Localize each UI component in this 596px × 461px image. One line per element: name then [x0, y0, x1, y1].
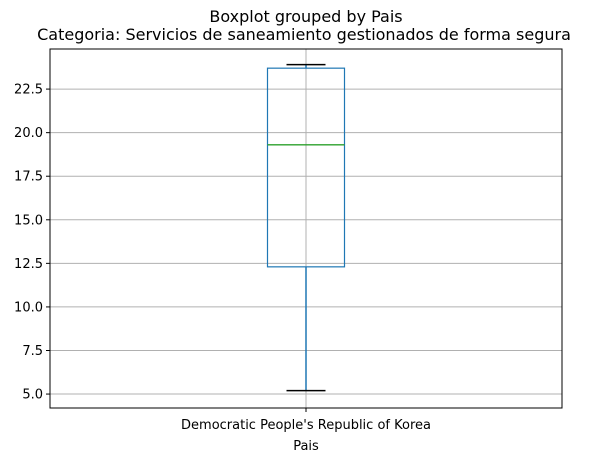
y-tick-layer: 5.0 7.5 10.0 12.5 15.0 17.5 20.0 22.5: [14, 83, 50, 403]
x-axis-label: Pais: [293, 439, 319, 454]
y-tick-label: 17.5: [14, 170, 43, 185]
y-tick-label: 10.0: [14, 300, 43, 315]
chart-suptitle: Boxplot grouped by Pais: [209, 7, 402, 26]
y-tick-label: 5.0: [22, 388, 43, 403]
plot-frame: [49, 48, 563, 409]
iqr-box: [266, 67, 346, 268]
box-layer: [266, 63, 346, 392]
x-tick-label: Democratic People's Republic of Korea: [181, 418, 431, 433]
y-tick-label: 20.0: [14, 126, 43, 141]
grid-layer: [50, 49, 562, 408]
y-tick-label: 22.5: [14, 83, 43, 98]
x-tick-layer: Democratic People's Republic of Korea: [181, 408, 431, 433]
y-tick-label: 7.5: [22, 344, 43, 359]
y-tick-label: 12.5: [14, 257, 43, 272]
y-tick-label: 15.0: [14, 213, 43, 228]
chart-title: Categoria: Servicios de saneamiento gest…: [37, 25, 571, 44]
